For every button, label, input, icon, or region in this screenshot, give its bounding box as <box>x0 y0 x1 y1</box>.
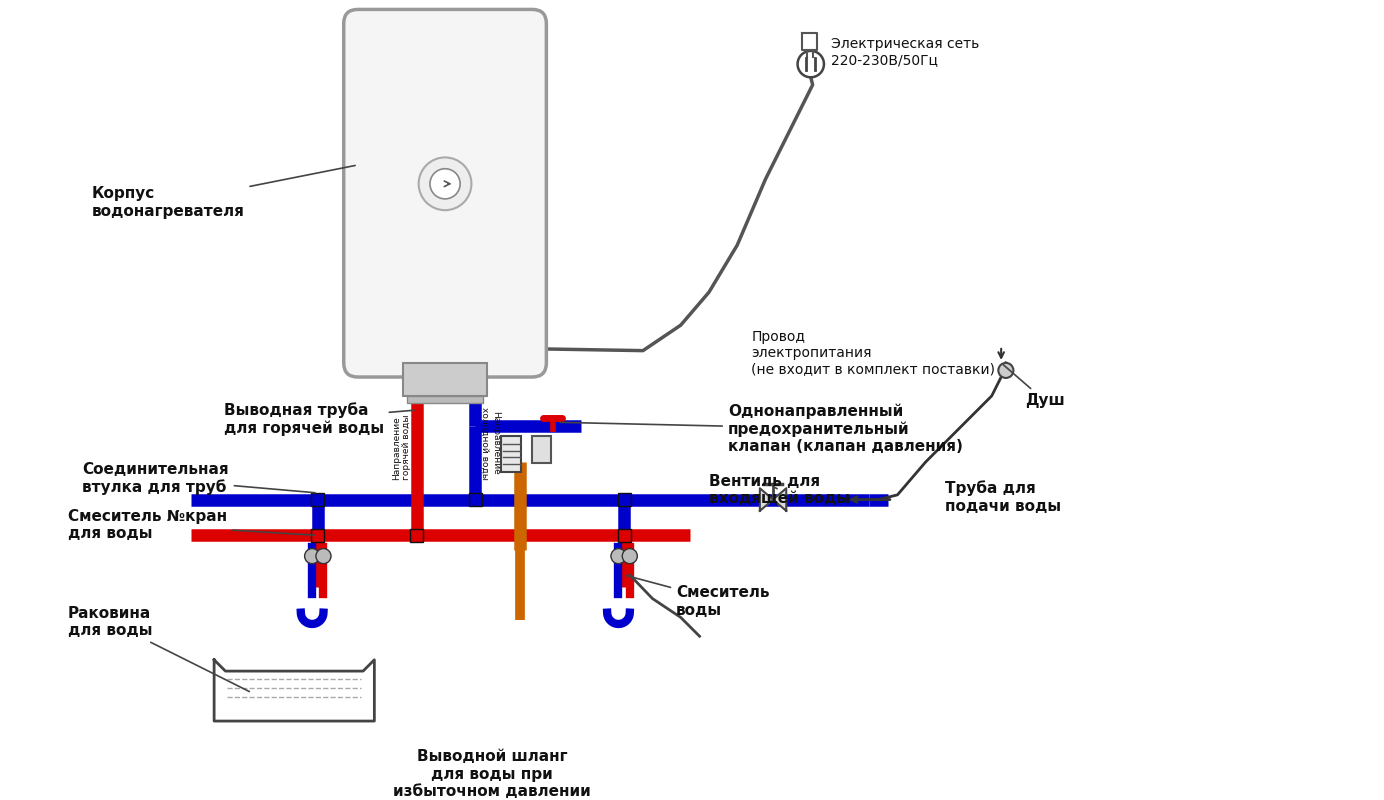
Text: Выводная труба
для горячей воды: Выводная труба для горячей воды <box>224 402 414 436</box>
Bar <box>410 529 424 542</box>
FancyBboxPatch shape <box>343 10 547 377</box>
Bar <box>531 437 551 462</box>
Text: Вентиль для
входящей воды: Вентиль для входящей воды <box>709 474 850 506</box>
Text: Однонаправленный
предохранительный
клапан (клапан давления): Однонаправленный предохранительный клапа… <box>561 403 963 454</box>
Text: Направление
горячей воды: Направление горячей воды <box>392 415 411 481</box>
Bar <box>617 529 631 542</box>
Bar <box>501 437 522 472</box>
Circle shape <box>418 158 472 210</box>
Bar <box>311 493 324 506</box>
Bar <box>617 493 631 506</box>
Text: Корпус
водонагревателя: Корпус водонагревателя <box>91 166 356 219</box>
Text: Электрическая сеть
220-230В/50Гц: Электрическая сеть 220-230В/50Гц <box>832 37 980 67</box>
Bar <box>311 529 324 542</box>
Bar <box>407 396 483 403</box>
Text: Смеситель
воды: Смеситель воды <box>627 576 770 618</box>
Text: Раковина
для воды: Раковина для воды <box>68 606 249 691</box>
Text: Провод
электропитания
(не входит в комплект поставки): Провод электропитания (не входит в компл… <box>752 330 995 376</box>
Circle shape <box>797 51 823 78</box>
Text: Направление
холодной воды: Направление холодной воды <box>480 406 500 479</box>
Text: Душ: Душ <box>1003 365 1064 408</box>
Polygon shape <box>760 488 774 511</box>
Circle shape <box>610 549 626 564</box>
Bar <box>469 493 482 506</box>
Circle shape <box>316 549 331 564</box>
Polygon shape <box>774 488 786 511</box>
Text: Выводной шланг
для воды при
избыточном давлении: Выводной шланг для воды при избыточном д… <box>393 750 591 799</box>
Circle shape <box>998 363 1013 378</box>
Text: Соединительная
втулка для труб: Соединительная втулка для труб <box>82 462 316 495</box>
Text: Смеситель №кран
для воды: Смеситель №кран для воды <box>68 509 316 542</box>
Circle shape <box>304 549 320 564</box>
Circle shape <box>623 549 637 564</box>
Text: Труба для
подачи воды: Труба для подачи воды <box>945 481 1060 514</box>
Bar <box>403 363 487 396</box>
Circle shape <box>430 169 459 199</box>
